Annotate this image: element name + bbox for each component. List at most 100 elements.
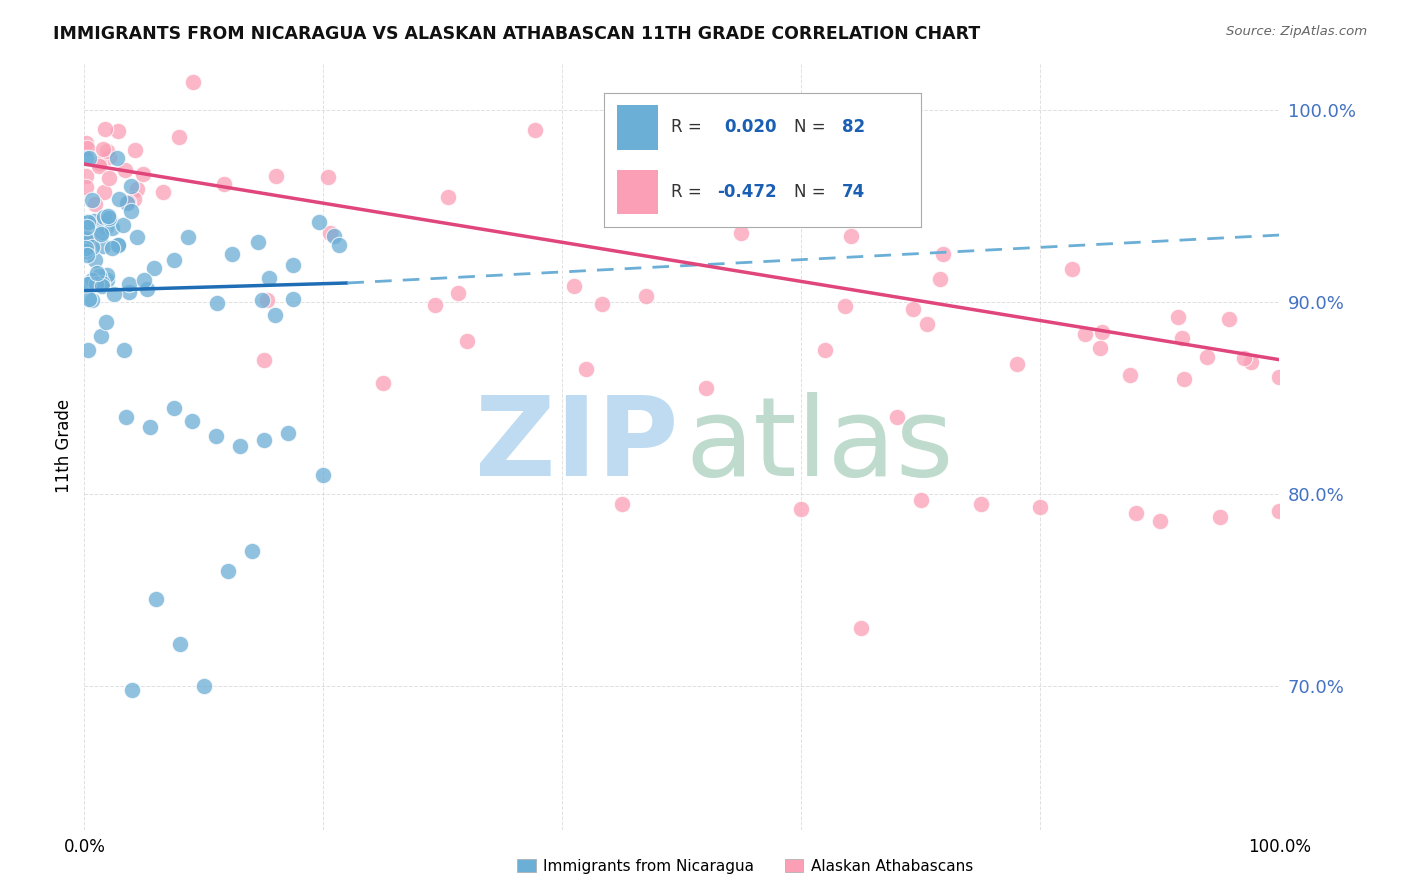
Point [111,218,134,232]
Point [1268,504,1291,518]
Point [839,229,862,244]
Point [246,235,269,249]
Point [145,592,167,607]
Point [80,240,103,254]
Point [75,244,97,258]
Point [98,150,121,164]
Point [1119,368,1142,382]
Point [80,233,103,247]
Point [124,143,146,157]
Text: ZIP: ZIP [475,392,678,500]
Point [80,273,103,287]
Point [177,230,200,244]
Point [96,268,118,282]
Point [436,190,458,204]
Point [91,239,114,253]
Point [915,317,938,331]
Point [207,296,229,310]
Point [229,439,252,453]
Point [120,179,142,194]
Point [562,279,585,293]
Point [77,277,100,291]
Point [90,227,112,241]
Point [1090,341,1112,355]
Point [456,334,478,348]
Point [100,241,122,255]
Point [91,278,114,293]
Point [77,151,100,165]
Point [80,194,103,208]
Text: IMMIGRANTS FROM NICARAGUA VS ALASKAN ATHABASCAN 11TH GRADE CORRELATION CHART: IMMIGRANTS FROM NICARAGUA VS ALASKAN ATH… [53,25,980,43]
Point [163,401,186,415]
Point [929,271,952,285]
Point [423,298,446,312]
Point [217,564,239,578]
Point [96,209,118,223]
Point [152,185,174,199]
Point [127,230,149,244]
Point [1125,506,1147,520]
Point [903,301,925,316]
Point [1173,372,1195,386]
Point [75,169,97,183]
Point [814,343,837,357]
Point [886,410,908,425]
Point [221,247,243,261]
Point [257,271,280,285]
Point [103,287,125,301]
Point [1195,351,1218,365]
Point [75,136,97,150]
Point [75,231,97,245]
Text: atlas: atlas [686,392,955,500]
Point [612,496,634,510]
Point [167,129,190,144]
Point [117,195,139,210]
Point [105,151,128,165]
Point [139,419,162,434]
Point [84,277,107,291]
Point [373,376,395,390]
Point [90,329,112,343]
Point [328,237,350,252]
Point [91,143,114,157]
Point [790,502,813,516]
Point [100,221,122,235]
Point [910,492,932,507]
Point [90,225,112,239]
Point [1167,310,1189,324]
Point [181,414,204,428]
Point [94,315,117,329]
Point [86,266,108,280]
Point [77,292,100,306]
Point [281,292,304,306]
Point [89,159,111,173]
Point [75,233,97,247]
Point [281,258,304,272]
Point [107,123,129,137]
Point [75,277,97,291]
Point [121,682,143,697]
Point [277,425,299,440]
Legend: Immigrants from Nicaragua, Alaskan Athabascans: Immigrants from Nicaragua, Alaskan Athab… [512,853,979,880]
Point [524,123,547,137]
Point [253,352,276,367]
Point [84,253,107,268]
Point [107,238,129,252]
Point [75,241,97,255]
Point [308,215,330,229]
Point [205,429,228,443]
Point [932,246,955,260]
Point [447,286,470,301]
Point [96,273,118,287]
Point [115,410,138,425]
Point [193,679,215,693]
Point [117,196,139,211]
Point [312,467,335,482]
Point [263,308,285,322]
Point [1240,354,1263,368]
Point [1149,514,1171,528]
Point [75,180,97,194]
Point [240,544,263,558]
Point [1062,261,1084,276]
Point [252,293,274,307]
